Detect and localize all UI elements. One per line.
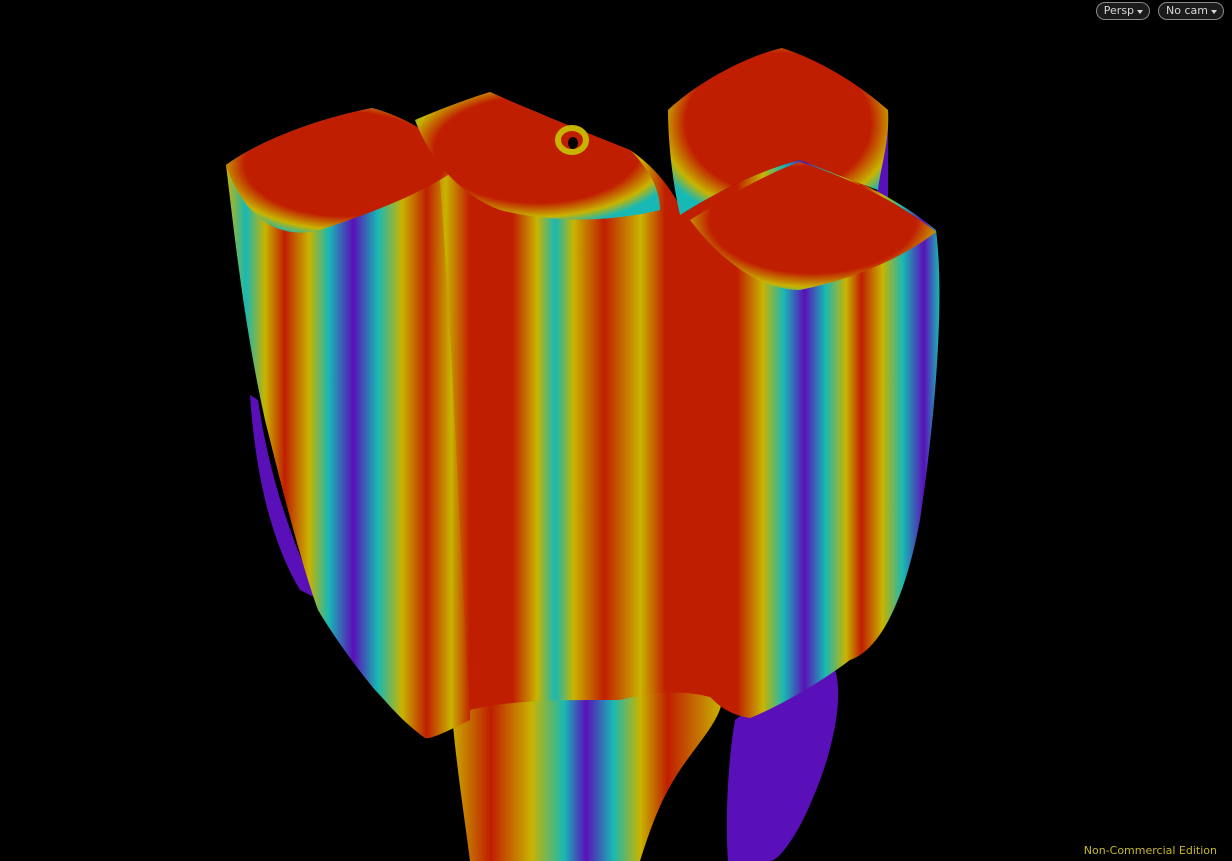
mesh-right-top-cap <box>690 162 936 290</box>
projection-menu-button[interactable]: Persp <box>1095 2 1151 20</box>
violet-leg-shape <box>726 670 839 861</box>
mesh-left-tower <box>226 108 471 739</box>
mesh-back-block <box>668 48 889 215</box>
mesh-ring-detail <box>555 125 589 155</box>
camera-menu-button[interactable]: No cam <box>1158 2 1224 20</box>
viewport-toolbar: Persp No cam <box>1095 2 1224 20</box>
camera-label: No cam <box>1166 4 1208 17</box>
mesh-right-tower <box>680 160 940 718</box>
chevron-down-icon <box>1137 9 1144 14</box>
mesh-middle-tower <box>415 92 720 710</box>
mesh-bottom-stem <box>450 662 722 861</box>
mesh-mid-top-cap <box>415 92 660 220</box>
edition-watermark: Non-Commercial Edition <box>1083 844 1217 857</box>
mesh-left-top-cap <box>226 108 462 233</box>
chevron-down-icon <box>1211 9 1217 14</box>
mesh-ring-hole <box>568 137 578 149</box>
violet-left-edge-shape <box>250 395 320 600</box>
projection-label: Persp <box>1103 4 1135 17</box>
